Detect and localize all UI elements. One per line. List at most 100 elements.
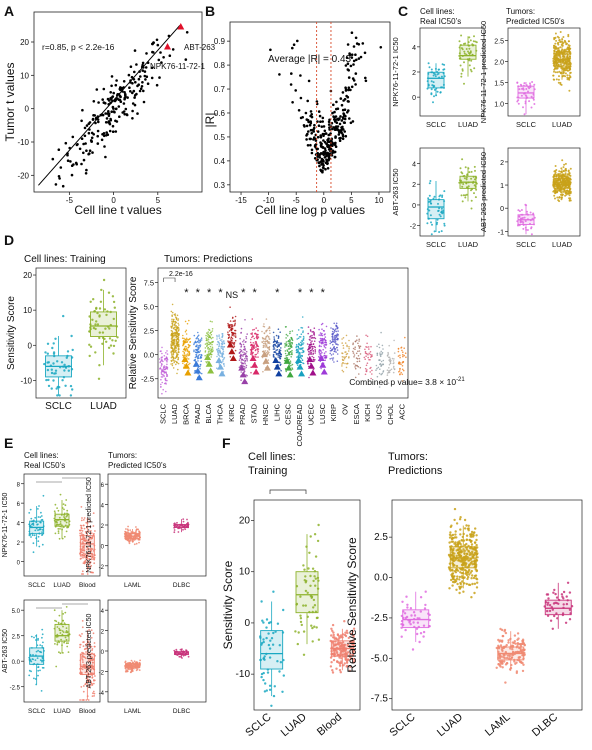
panel-e-npk-real-point: [79, 532, 81, 535]
panel-d-right-point: [210, 353, 213, 356]
panel-e-npk-real-point: [32, 551, 35, 554]
panel-d-right-point: [195, 345, 197, 347]
panel-d-right-point: [401, 349, 403, 352]
panel-d-right-point: [255, 327, 257, 329]
panel-c-abt-real-point: [470, 177, 473, 180]
panel-b-point: [325, 159, 329, 163]
panel-d-right-point: [404, 352, 407, 355]
panel-d-left-point: [89, 300, 92, 303]
panel-d-right-point: [313, 327, 316, 330]
panel-e-npk-pred-point: [128, 542, 131, 545]
panel-c-abt-pred-point: [562, 176, 565, 178]
panel-d-left-point: [109, 344, 113, 347]
panel-d-right-point: [329, 358, 332, 360]
panel-a-point: [87, 131, 91, 135]
panel-d-right-point: [176, 345, 179, 348]
panel-c-abt-real-point: [440, 230, 443, 233]
panel-d-right-significance: *: [241, 287, 246, 299]
panel-d-right-point: [227, 336, 230, 339]
panel-d-right-point: [297, 329, 300, 331]
panel-f-left-point: [313, 533, 317, 536]
panel-d-right-point: [240, 353, 242, 356]
panel-d-right-point: [186, 353, 189, 355]
panel-c-npk-real-category-label: LUAD: [458, 120, 479, 129]
panel-b-point: [354, 83, 357, 86]
panel-e-abt-real-point: [33, 636, 35, 639]
panel-a-point: [91, 118, 95, 121]
panel-c-abt-real-point: [468, 171, 471, 174]
panel-d-right-point: [393, 352, 396, 354]
panel-d-right-point: [252, 342, 255, 344]
panel-c-npk-pred-point: [555, 78, 558, 81]
panel-c-abt-pred-point: [564, 191, 567, 193]
panel-d-right-point: [176, 314, 179, 317]
panel-d-right-significance: *: [218, 287, 223, 299]
panel-d-right-point: [240, 355, 242, 357]
panel-b-point: [324, 149, 327, 152]
panel-d-right-point: [228, 324, 230, 326]
panel-e-npk-pred-point: [127, 529, 130, 532]
panel-d-right-point: [231, 331, 233, 334]
panel-d-right-point: [273, 339, 276, 342]
panel-e-npk-pred-point: [173, 531, 176, 534]
panel-d-left-point: [111, 339, 114, 342]
panel-d-right-point: [379, 352, 381, 354]
panel-e-npk-real-point: [40, 515, 43, 517]
panel-d-right-point: [240, 345, 243, 347]
panel-d-right-point: [301, 359, 304, 361]
panel-c-npk-pred-point: [517, 99, 520, 102]
panel-c-npk-real-y-tick-label: 2: [412, 70, 416, 77]
panel-d-right-point: [206, 332, 208, 334]
panel-d-right-point: [240, 361, 242, 364]
panel-d-right-point: [267, 335, 270, 338]
panel-d-right-point: [205, 334, 207, 337]
panel-d-left-category-label: LUAD: [90, 401, 117, 412]
panel-e-npk-real-point: [54, 503, 57, 506]
panel-e-abt-real-point: [64, 611, 67, 614]
panel-d-right-point: [186, 349, 189, 352]
panel-d-right-point: [323, 330, 326, 332]
panel-d-right-point: [380, 364, 383, 367]
panel-d-right-point: [398, 361, 401, 363]
panel-d-right-point: [177, 368, 179, 371]
panel-c-npk-pred-category-label: SCLC: [516, 120, 537, 129]
panel-b-point: [303, 125, 306, 128]
panel-c-abt-real-point: [440, 207, 443, 210]
panel-d-right-point: [177, 318, 180, 320]
panel-d-right-point: [261, 341, 264, 344]
panel-d-right-point: [364, 358, 367, 361]
panel-b-point: [318, 153, 321, 157]
panel-e-abt-real-point: [55, 665, 58, 668]
panel-d-right-point: [274, 351, 277, 353]
panel-b-point: [335, 121, 339, 124]
panel-d-right-point: [341, 338, 343, 340]
panel-d-right-point: [240, 327, 243, 330]
panel-e-abt-real-point: [28, 669, 31, 672]
panel-f-left-point: [265, 626, 268, 629]
panel-d-right-point: [234, 322, 236, 325]
panel-d-right-point: [397, 355, 400, 357]
panel-d-right-point: [197, 340, 199, 343]
panel-a-point: [141, 61, 145, 65]
panel-d-right-point: [405, 356, 407, 359]
panel-c-header-left-2: Real IC50’s: [420, 17, 461, 26]
panel-d-right-point: [161, 392, 163, 395]
panel-b-point: [328, 154, 332, 157]
panel-e-abt-real-point: [82, 690, 85, 693]
panel-d-right-point: [222, 350, 225, 353]
panel-d-right-point: [194, 356, 197, 359]
panel-d-right-point: [164, 382, 167, 384]
panel-e-npk-pred-point: [182, 528, 184, 531]
panel-c-npk-pred-point: [520, 94, 523, 97]
panel-d-right-y-tick-label: 2.5: [144, 327, 154, 336]
panel-d-right-point: [337, 333, 339, 336]
panel-c-npk-pred-point: [530, 95, 533, 98]
panel-b-point: [338, 139, 342, 142]
panel-d-right-point: [378, 346, 381, 349]
panel-a-point: [118, 87, 122, 91]
panel-d-right-triangle: [195, 374, 203, 381]
panel-c-abt-real-point: [461, 158, 464, 161]
panel-b-point: [309, 110, 313, 113]
panel-b-point: [340, 119, 344, 122]
